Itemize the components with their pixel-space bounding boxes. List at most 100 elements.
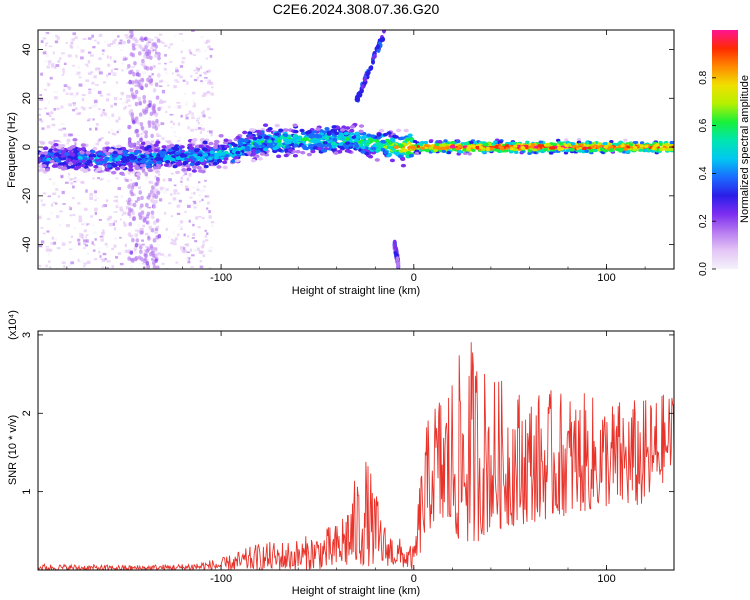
heatmap-cell	[504, 149, 509, 153]
heatmap-cell	[115, 204, 119, 209]
heatmap-cell	[157, 252, 161, 256]
heatmap-cell	[123, 157, 130, 161]
heatmap-cell	[166, 144, 172, 149]
heatmap-cell	[46, 218, 51, 220]
heatmap-cell	[156, 265, 160, 269]
heatmap-cell	[147, 120, 152, 125]
heatmap-cell	[370, 146, 377, 151]
heatmap-cell	[175, 67, 178, 70]
heatmap-cell	[113, 227, 117, 231]
heatmap-cell	[154, 231, 158, 234]
heatmap-cell	[415, 144, 421, 149]
heatmap-cell	[73, 156, 79, 161]
heatmap-cell	[538, 140, 543, 144]
heatmap-cell	[148, 251, 153, 257]
heatmap-cell	[202, 110, 205, 113]
heatmap-cell	[154, 54, 158, 58]
heatmap-cell	[572, 144, 577, 148]
heatmap-cell	[100, 238, 104, 242]
heatmap-cell	[108, 170, 111, 173]
snr-xtick-label: 100	[597, 573, 615, 585]
heatmap-cell	[62, 127, 67, 130]
heatmap-cell	[127, 232, 132, 237]
heatmap-cell	[149, 111, 154, 117]
heatmap-cell	[204, 41, 208, 44]
heatmap-cell	[56, 247, 61, 250]
heatmap-cell	[42, 192, 47, 195]
heatmap-cell	[126, 94, 130, 99]
heatmap-cell	[386, 145, 393, 150]
heatmap-cell	[364, 140, 370, 144]
heatmap-cell	[113, 200, 117, 202]
heatmap-cell	[152, 88, 157, 93]
heatmap-cell	[216, 165, 222, 169]
heatmap-cell	[55, 34, 58, 38]
heatmap-cell	[100, 178, 104, 181]
heatmap-cell	[156, 122, 161, 128]
heatmap-cell	[628, 143, 634, 147]
heatmap-cell	[153, 202, 156, 205]
heatmap-cell	[142, 130, 145, 134]
heatmap-cell	[117, 150, 123, 155]
heatmap-cell	[159, 154, 166, 158]
heatmap-cell	[154, 82, 159, 87]
heatmap-cell	[38, 160, 41, 164]
colorbar-tick-label: 0.6	[698, 118, 709, 132]
heatmap-cell	[191, 169, 197, 173]
heatmap-cell	[105, 245, 109, 249]
heatmap-cell	[582, 146, 587, 151]
heatmap-cell	[152, 220, 157, 225]
heatmap-cell	[159, 198, 163, 202]
heatmap-cell	[144, 130, 148, 135]
heatmap-cell	[137, 51, 142, 56]
heatmap-cell	[360, 150, 366, 154]
heatmap-cell	[101, 170, 105, 173]
heatmap-cell	[375, 148, 382, 153]
heatmap-cell	[286, 140, 292, 145]
heatmap-cell	[135, 150, 141, 154]
heatmap-cell	[196, 165, 202, 170]
heatmap-cell	[173, 184, 177, 187]
heatmap-cell	[140, 152, 145, 155]
heatmap-cell	[209, 54, 213, 58]
heatmap-cell	[130, 112, 135, 117]
heatmap-cell	[48, 45, 53, 48]
heatmap-cell	[151, 145, 157, 150]
heatmap-cell	[184, 210, 187, 213]
heatmap-cell	[115, 119, 119, 123]
heatmap-cell	[73, 102, 76, 107]
heatmap-cell	[180, 50, 183, 54]
heatmap-cell	[183, 247, 186, 251]
heatmap-cell	[206, 232, 209, 235]
heatmap-cell	[255, 129, 262, 134]
heatmap-cell	[50, 242, 54, 245]
heatmap-cell	[189, 162, 195, 167]
heatmap-cell	[348, 143, 354, 147]
heatmap-cell	[68, 205, 72, 209]
heatmap-cell	[130, 191, 134, 197]
heatmap-cell	[374, 139, 380, 143]
heatmap-cell	[156, 190, 161, 196]
heatmap-cell	[387, 141, 393, 145]
heatmap-cell	[89, 196, 94, 200]
heatmap-cell	[117, 155, 123, 159]
heatmap-cell	[159, 40, 163, 44]
heatmap-cell	[97, 90, 102, 95]
heatmap-cell	[48, 63, 51, 65]
heatmap-cell	[204, 179, 207, 182]
heatmap-cell	[603, 145, 608, 149]
heatmap-cell	[190, 191, 193, 196]
heatmap-cell	[185, 257, 189, 260]
heatmap-cell	[48, 60, 52, 64]
heatmap-cell	[138, 112, 143, 117]
heatmap-cell	[49, 248, 53, 252]
heatmap-cell	[420, 146, 425, 150]
heatmap-cell	[56, 140, 60, 142]
heatmap-cell	[140, 83, 143, 86]
heatmap-cell	[94, 194, 97, 198]
heatmap-cell	[63, 88, 66, 92]
heatmap-cell	[178, 199, 182, 203]
heatmap-cell	[197, 225, 201, 229]
heatmap-cell	[82, 107, 86, 111]
heatmap-cell	[172, 122, 175, 126]
